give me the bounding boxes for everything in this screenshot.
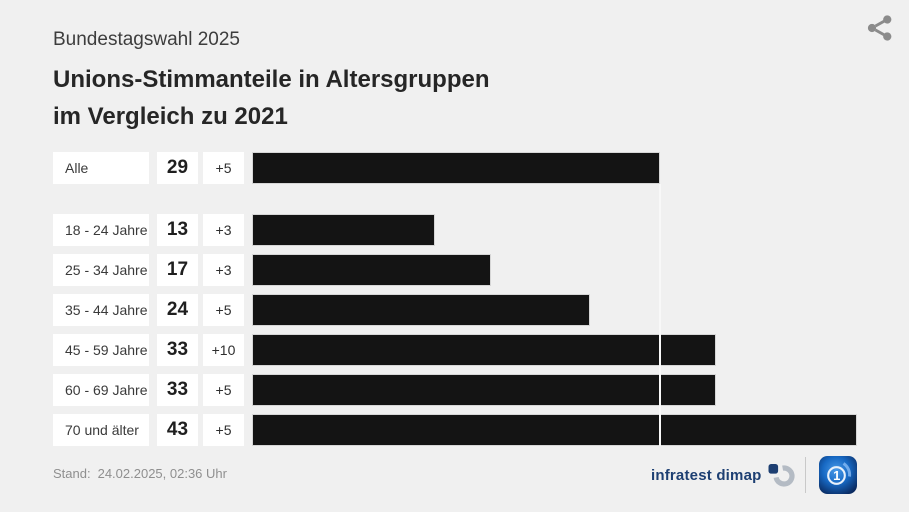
- share-icon[interactable]: [865, 13, 895, 43]
- chart-rows: Alle 29 +5 18 - 24 Jahre 13 +3 25 - 34 Jahre 17…: [53, 152, 909, 446]
- bar: [252, 374, 717, 406]
- bar-track: [252, 214, 909, 246]
- bar-track: [252, 152, 909, 184]
- chart-row: 60 - 69 Jahre 33 +5: [53, 374, 909, 406]
- value-label: 29: [157, 152, 198, 184]
- category-label: 25 - 34 Jahre: [53, 254, 149, 286]
- category-label: 45 - 59 Jahre: [53, 334, 149, 366]
- bar: [252, 414, 857, 446]
- value-label: 33: [157, 334, 198, 366]
- category-label: 70 und älter: [53, 414, 149, 446]
- bar: [252, 334, 717, 366]
- ard-logo-icon: 1: [819, 456, 857, 494]
- category-label: Alle: [53, 152, 149, 184]
- change-label: +5: [203, 414, 244, 446]
- chart-row: 35 - 44 Jahre 24 +5: [53, 294, 909, 326]
- source-name: infratest dimap: [650, 466, 762, 484]
- bar-track: [252, 374, 909, 406]
- change-label: +5: [203, 294, 244, 326]
- bar-track: [252, 414, 909, 446]
- chart-title: Unions-Stimmanteile in Altersgruppen im …: [53, 61, 490, 135]
- bar-chart: Alle 29 +5 18 - 24 Jahre 13 +3 25 - 34 Jahre 17…: [53, 152, 909, 454]
- timestamp: Stand: 24.02.2025, 02:36 Uhr: [53, 466, 227, 481]
- chart-row: 70 und älter 43 +5: [53, 414, 909, 446]
- bar: [252, 254, 492, 286]
- chart-title-line2: im Vergleich zu 2021: [53, 103, 288, 130]
- change-label: +5: [203, 374, 244, 406]
- bar: [252, 214, 435, 246]
- logo-divider: [804, 457, 806, 493]
- footer-logos: infratest dimap 1: [651, 455, 858, 495]
- category-label: 18 - 24 Jahre: [53, 214, 149, 246]
- bar: [252, 294, 590, 326]
- timestamp-label: Stand:: [53, 466, 91, 481]
- bar-track: [252, 254, 909, 286]
- value-label: 43: [157, 414, 198, 446]
- value-label: 13: [157, 214, 198, 246]
- chart-title-line1: Unions-Stimmanteile in Altersgruppen: [53, 66, 490, 93]
- timestamp-value: 24.02.2025, 02:36 Uhr: [97, 466, 227, 481]
- header: Bundestagswahl 2025 Unions-Stimmanteile …: [53, 28, 490, 135]
- change-label: +10: [203, 334, 244, 366]
- value-label: 17: [157, 254, 198, 286]
- bar: [252, 152, 661, 184]
- chart-kicker: Bundestagswahl 2025: [53, 29, 240, 50]
- chart-row: 18 - 24 Jahre 13 +3: [53, 214, 909, 246]
- infratest-dimap-logo-icon: [768, 463, 795, 487]
- reference-line: [659, 184, 662, 446]
- chart-row: 45 - 59 Jahre 33 +10: [53, 334, 909, 366]
- change-label: +5: [203, 152, 244, 184]
- svg-text:1: 1: [833, 468, 840, 483]
- category-label: 60 - 69 Jahre: [53, 374, 149, 406]
- value-label: 24: [157, 294, 198, 326]
- chart-row: 25 - 34 Jahre 17 +3: [53, 254, 909, 286]
- value-label: 33: [157, 374, 198, 406]
- category-label: 35 - 44 Jahre: [53, 294, 149, 326]
- chart-row: Alle 29 +5: [53, 152, 909, 184]
- bar-track: [252, 294, 909, 326]
- bar-track: [252, 334, 909, 366]
- change-label: +3: [203, 254, 244, 286]
- change-label: +3: [203, 214, 244, 246]
